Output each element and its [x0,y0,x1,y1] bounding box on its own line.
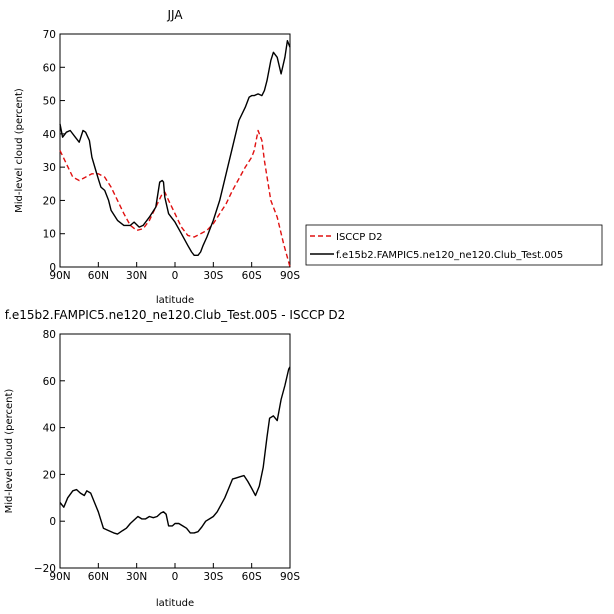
y-tick-label: 40 [43,423,56,435]
legend: ISCCP D2 f.e15b2.FAMPIC5.ne120_ne120.Clu… [305,224,603,266]
x-tick-label: 60N [88,270,109,282]
y-tick-label: 40 [43,129,56,141]
y-tick-label: 60 [43,376,56,388]
bottom-y-ticks: −20 0 20 40 60 80 [34,329,65,575]
bottom-panel: f.e15b2.FAMPIC5.ne120_ne120.Club_Test.00… [4,308,345,609]
y-tick-label: 50 [43,96,56,108]
x-tick-label: 60S [242,270,262,282]
y-tick-label: 80 [43,329,56,341]
bottom-x-ticks: 90N 60N 30N 0 30S 60S 90S [49,563,300,583]
y-tick-label: 70 [43,29,56,41]
y-tick-label: 60 [43,62,56,74]
top-panel-title: JJA [166,8,183,22]
series-line-0-1 [59,40,291,257]
top-plot-frame [59,33,291,268]
x-tick-label: 30S [203,270,223,282]
top-series-lines [59,40,291,268]
x-tick-label: 90S [280,571,300,583]
x-tick-label: 0 [172,270,179,282]
bottom-plot-frame [59,333,291,569]
x-tick-label: 90S [280,270,300,282]
y-tick-label: 30 [43,162,56,174]
x-tick-label: 60N [88,571,109,583]
y-tick-label: −20 [34,563,56,575]
top-x-axis-label: latitude [156,295,194,306]
y-tick-label: 0 [49,262,56,274]
top-panel: JJA 90N 60N 30N 0 30S 60S 90S 010203040506070 … [14,8,300,306]
x-tick-label: 0 [172,571,179,583]
y-tick-label: 20 [43,195,56,207]
bottom-x-axis-label: latitude [156,598,194,609]
series-line-0-0 [59,129,291,268]
series-line-1-0 [59,366,291,535]
x-tick-label: 30N [126,571,147,583]
bottom-series-lines [59,366,291,535]
legend-entry-isccp: ISCCP D2 [336,232,383,243]
y-tick-label: 20 [43,469,56,481]
y-tick-label: 10 [43,229,56,241]
bottom-panel-title: f.e15b2.FAMPIC5.ne120_ne120.Club_Test.00… [5,308,346,322]
x-tick-label: 30S [203,571,223,583]
top-y-axis-label: Mid-level cloud (percent) [14,88,25,213]
x-tick-label: 30N [126,270,147,282]
legend-box [305,224,603,266]
top-y-ticks: 0 10 20 30 40 50 60 70 [43,29,65,274]
x-tick-label: 90N [49,270,70,282]
x-tick-label: 60S [242,571,262,583]
legend-entry-model: f.e15b2.FAMPIC5.ne120_ne120.Club_Test.00… [336,250,563,261]
bottom-y-axis-label: Mid-level cloud (percent) [4,389,15,514]
y-tick-label: 0 [49,516,56,528]
x-tick-label: 90N [49,571,70,583]
top-x-ticks: 90N 60N 30N 0 30S 60S 90S [49,262,300,282]
